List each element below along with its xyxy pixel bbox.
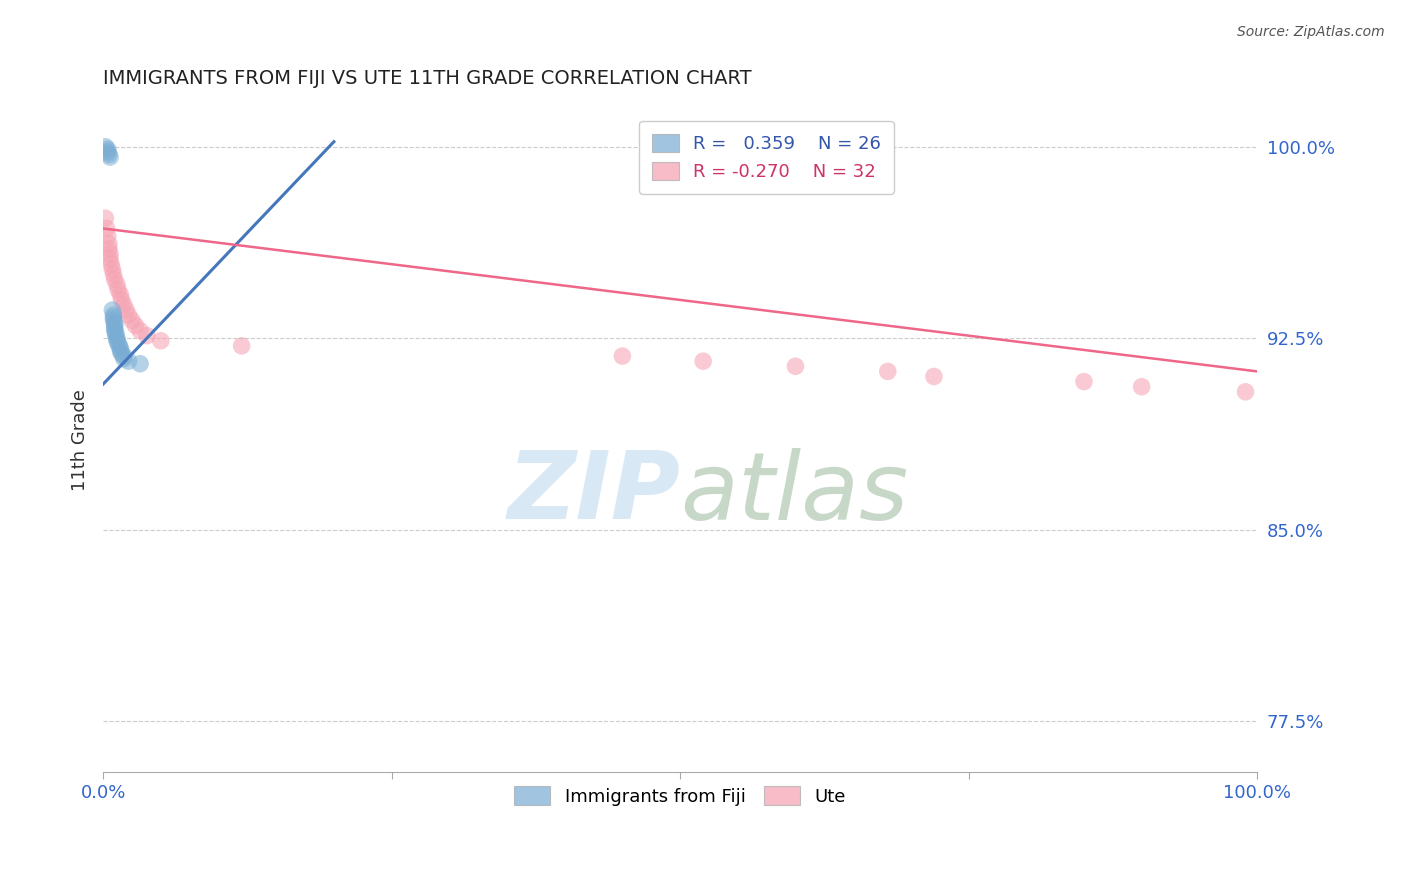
Point <box>104 326 127 340</box>
Point <box>103 308 125 322</box>
Text: IMMIGRANTS FROM FIJI VS UTE 11TH GRADE CORRELATION CHART: IMMIGRANTS FROM FIJI VS UTE 11TH GRADE C… <box>103 69 752 87</box>
Point <box>110 343 132 358</box>
Point <box>117 308 139 322</box>
Point <box>105 331 128 345</box>
Point <box>115 303 138 318</box>
Point <box>94 140 117 154</box>
Point <box>108 339 131 353</box>
Point <box>110 293 132 307</box>
Point <box>110 342 132 356</box>
Point <box>785 359 807 374</box>
Y-axis label: 11th Grade: 11th Grade <box>72 390 89 491</box>
Point <box>104 316 127 330</box>
Point <box>112 298 135 312</box>
Point <box>231 339 253 353</box>
Point <box>110 346 132 360</box>
Point <box>94 211 117 226</box>
Point <box>101 262 124 277</box>
Point <box>103 268 125 282</box>
Point <box>922 369 945 384</box>
Point <box>107 283 129 297</box>
Point <box>100 257 122 271</box>
Legend: Immigrants from Fiji, Ute: Immigrants from Fiji, Ute <box>508 779 853 813</box>
Point <box>104 328 127 343</box>
Point <box>103 313 125 327</box>
Point <box>117 354 139 368</box>
Point <box>107 336 129 351</box>
Point <box>121 313 143 327</box>
Point <box>149 334 172 348</box>
Point <box>1073 375 1095 389</box>
Point <box>612 349 634 363</box>
Text: Source: ZipAtlas.com: Source: ZipAtlas.com <box>1237 25 1385 39</box>
Point <box>98 150 121 164</box>
Point <box>104 318 127 333</box>
Point <box>101 303 124 318</box>
Point <box>876 364 898 378</box>
Point <box>97 142 120 156</box>
Point <box>96 221 118 235</box>
Point <box>692 354 714 368</box>
Point <box>105 277 128 292</box>
Point <box>110 288 132 302</box>
Point <box>129 357 152 371</box>
Point <box>1234 384 1257 399</box>
Point <box>124 318 146 333</box>
Point <box>129 324 152 338</box>
Point <box>97 236 120 251</box>
Point <box>105 334 128 348</box>
Text: atlas: atlas <box>681 448 908 539</box>
Point <box>112 349 135 363</box>
Text: ZIP: ZIP <box>508 448 681 540</box>
Point <box>1130 380 1153 394</box>
Point <box>97 242 120 256</box>
Point <box>98 252 121 266</box>
Point <box>97 145 120 159</box>
Point <box>136 328 159 343</box>
Point <box>104 272 127 286</box>
Point <box>104 324 127 338</box>
Point <box>104 321 127 335</box>
Point <box>97 147 120 161</box>
Point <box>103 310 125 325</box>
Point <box>98 247 121 261</box>
Point <box>112 351 135 366</box>
Point <box>97 229 120 244</box>
